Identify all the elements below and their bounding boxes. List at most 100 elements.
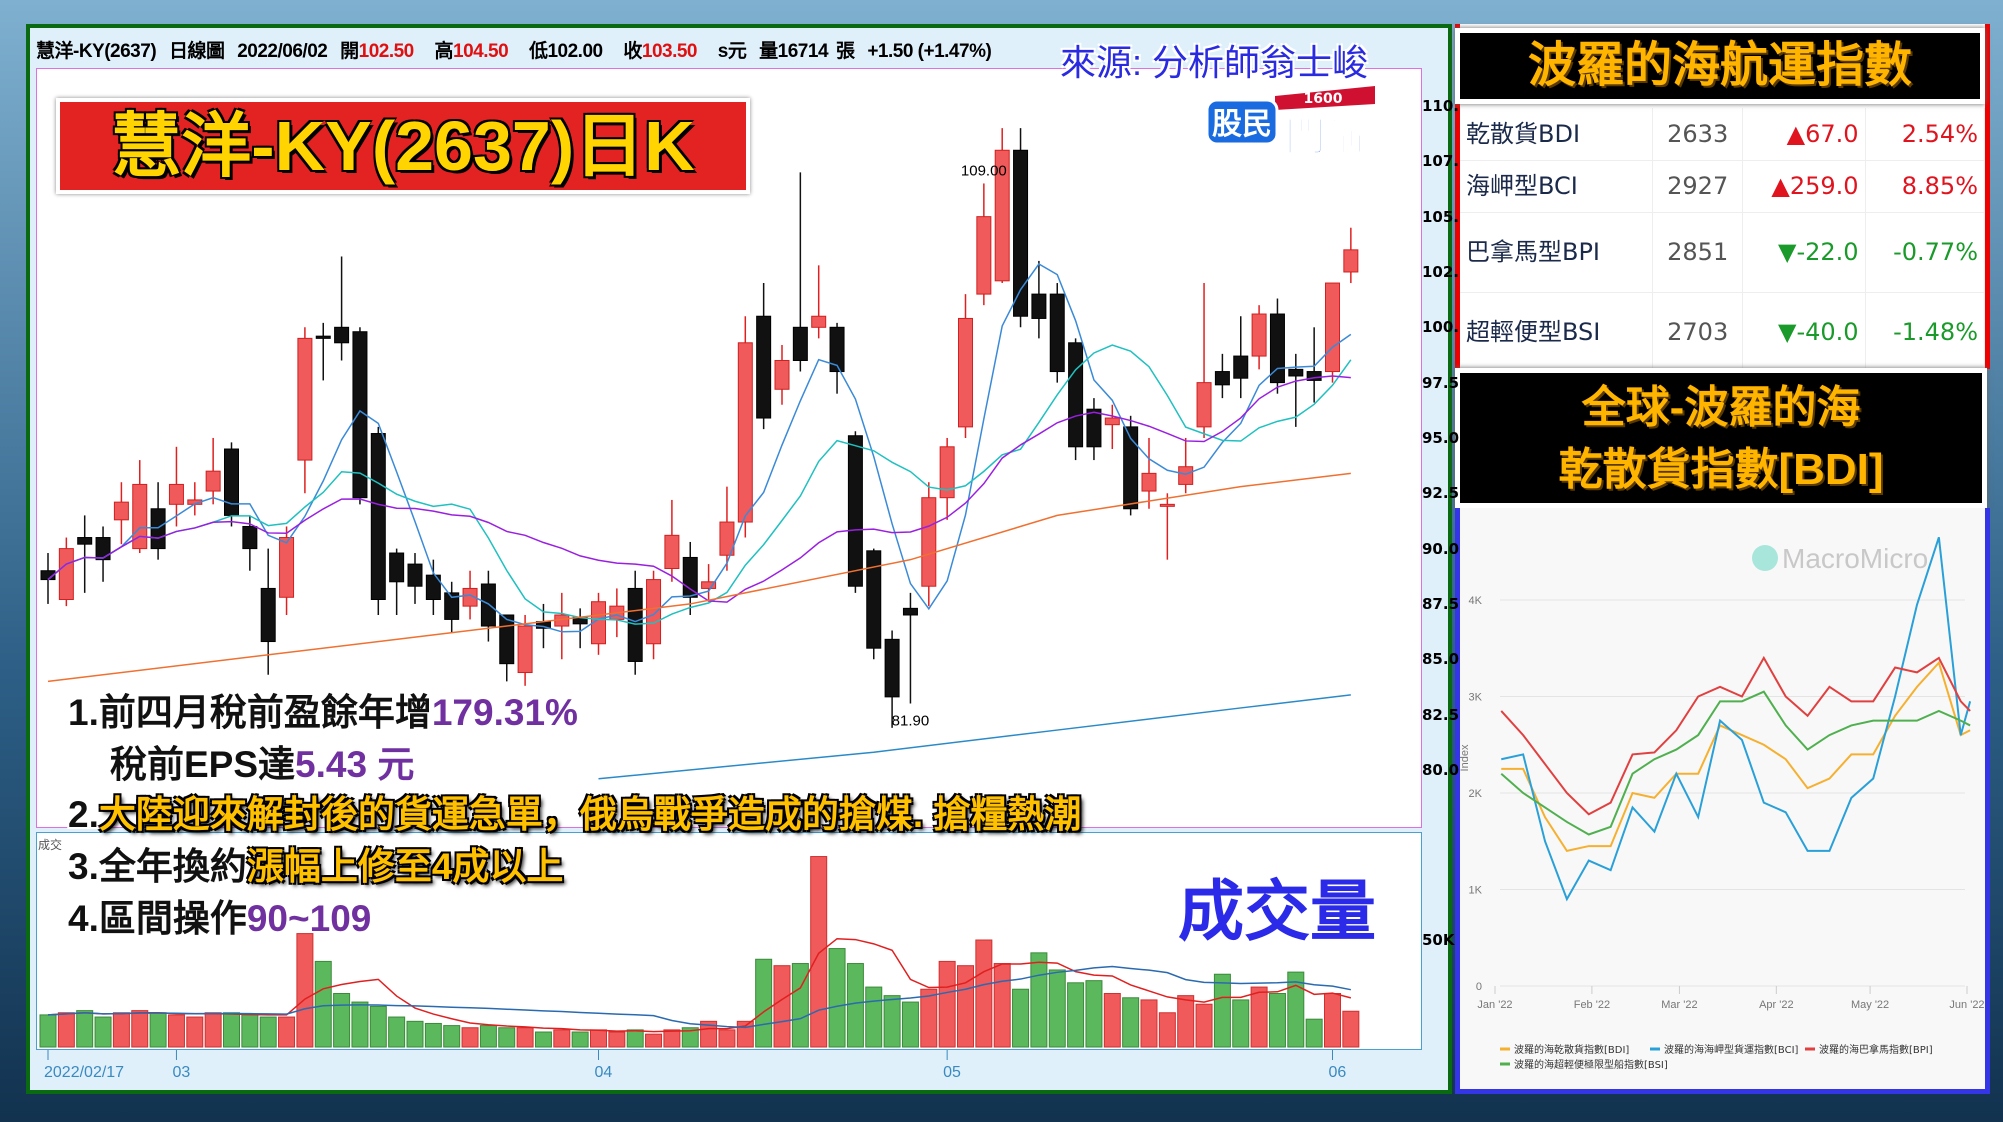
candle bbox=[1159, 503, 1175, 507]
candle bbox=[517, 625, 533, 674]
volume-bar bbox=[1122, 997, 1140, 1048]
x-tick-label: Apr '22 bbox=[1759, 999, 1794, 1011]
candle bbox=[646, 579, 662, 645]
index-percent: -1.48% bbox=[1865, 292, 1986, 373]
volume-bar bbox=[1158, 1012, 1176, 1048]
candle bbox=[95, 537, 111, 561]
candle bbox=[297, 337, 313, 461]
candle bbox=[1086, 408, 1102, 448]
volume-bar bbox=[1232, 999, 1250, 1048]
candle bbox=[847, 435, 863, 587]
bdi-chart-panel: MacroMicro 0 1K 2K 3K 4K Index Jan '22 Feb '22 Ma… bbox=[1455, 508, 1990, 1094]
volume-bar bbox=[681, 1027, 699, 1048]
y-tick-label: 102. bbox=[1422, 262, 1460, 281]
show-logo: 1600 股民 開講 bbox=[1205, 86, 1375, 160]
candle bbox=[1104, 417, 1120, 426]
period-selector[interactable]: 日線圖 bbox=[168, 41, 225, 62]
triangle-up-icon: ▲ bbox=[1786, 119, 1806, 148]
bdi-title: 全球-波羅的海 乾散貨指數[BDI] bbox=[1455, 368, 1987, 508]
change-value: +1.50 (+1.47%) bbox=[867, 41, 992, 62]
candle bbox=[1068, 342, 1084, 448]
candle bbox=[370, 433, 386, 600]
volume-bar bbox=[1012, 988, 1030, 1048]
volume-bar bbox=[443, 1025, 461, 1048]
sma10-line bbox=[47, 344, 1352, 625]
volume-bar bbox=[1305, 1018, 1323, 1048]
candle bbox=[1325, 282, 1340, 373]
volume-bar bbox=[461, 1027, 479, 1048]
stock-name: 慧洋-KY(2637) bbox=[36, 41, 157, 62]
volume-tick-label: 50K bbox=[1422, 931, 1455, 949]
macromicro-logo-icon bbox=[1752, 545, 1778, 571]
candle bbox=[902, 607, 918, 616]
y-tick-label: 4K bbox=[1469, 595, 1483, 607]
y-tick-label: 100. bbox=[1422, 318, 1460, 337]
svg-text:股民: 股民 bbox=[1212, 107, 1272, 142]
candle bbox=[407, 563, 423, 587]
index-value: 2633 bbox=[1652, 108, 1744, 161]
sma60-line bbox=[47, 472, 1351, 683]
volume-bar bbox=[1250, 986, 1268, 1048]
x-tick-label: Jan '22 bbox=[1477, 999, 1512, 1011]
volume-ma20-line bbox=[47, 965, 1351, 1029]
triangle-up-icon: ▲ bbox=[1771, 172, 1790, 200]
volume-title: 成交量 bbox=[1178, 874, 1376, 948]
series-line bbox=[1501, 660, 1971, 853]
volume-bar bbox=[975, 939, 993, 1048]
volume-bar bbox=[369, 1005, 387, 1048]
volume-bar bbox=[773, 965, 791, 1048]
y-tick-label: 1K bbox=[1469, 885, 1483, 897]
volume-bar bbox=[39, 1014, 57, 1048]
volume-bar bbox=[755, 958, 773, 1048]
series-line bbox=[1500, 690, 1971, 836]
x-tick-label: Feb '22 bbox=[1574, 999, 1610, 1011]
shipping-index-table: 乾散貨BDI 2633 ▲67.0 2.54% 海岬型BCI 2927 ▲259.0 8.85… bbox=[1460, 108, 1986, 373]
candle bbox=[939, 446, 955, 499]
candle bbox=[425, 574, 441, 600]
candle bbox=[1123, 426, 1139, 510]
volume-bar bbox=[498, 1027, 516, 1048]
candle bbox=[976, 216, 992, 295]
close-value: 103.50 bbox=[641, 41, 698, 62]
candle bbox=[884, 638, 900, 698]
volume-bar bbox=[223, 1012, 240, 1048]
y-tick-label: 107. bbox=[1422, 152, 1460, 171]
volume-bar bbox=[1085, 980, 1103, 1048]
volume-bar bbox=[901, 1001, 919, 1048]
candle bbox=[113, 501, 129, 521]
volume-bar bbox=[1030, 952, 1048, 1048]
y-tick-label: 80.0 bbox=[1422, 760, 1460, 779]
index-value: 2927 bbox=[1652, 160, 1744, 213]
chart-title: 慧洋-KY(2637)日K bbox=[56, 98, 750, 194]
candle bbox=[58, 548, 74, 600]
y-tick-label: 90.0 bbox=[1422, 539, 1460, 558]
price-chart-area bbox=[36, 68, 1422, 828]
candle bbox=[352, 331, 368, 499]
volume-bar bbox=[204, 1012, 222, 1048]
volume-bar bbox=[388, 1016, 406, 1048]
candle bbox=[205, 470, 221, 492]
candle bbox=[811, 315, 827, 328]
candle bbox=[756, 315, 772, 419]
x-tick-label: 03 bbox=[172, 1064, 191, 1081]
y-tick-label: 85.0 bbox=[1422, 650, 1460, 669]
volume-bar bbox=[700, 1020, 718, 1048]
volume-bar bbox=[94, 1016, 112, 1048]
shipping-row: 巴拿馬型BPI 2851 ▼-22.0 -0.77% bbox=[1460, 212, 1986, 293]
volume-bar bbox=[957, 965, 974, 1048]
candle bbox=[224, 448, 239, 516]
candle bbox=[279, 537, 295, 598]
legend-label: 波羅的海海岬型貨運指數[BCI] bbox=[1664, 1043, 1799, 1056]
index-name: 超輕便型BSI bbox=[1460, 292, 1653, 373]
candle bbox=[1031, 293, 1047, 319]
y-tick-label: 87.5 bbox=[1422, 594, 1460, 613]
index-name: 乾散貨BDI bbox=[1460, 108, 1653, 161]
index-percent: 8.85% bbox=[1865, 160, 1986, 213]
legend-label: 波羅的海超輕便極限型船指數[BSI] bbox=[1514, 1058, 1668, 1071]
candle bbox=[994, 149, 1010, 282]
volume-bar bbox=[186, 1016, 204, 1048]
high-price-label: 109.00 bbox=[961, 162, 1007, 179]
open-value: 102.50 bbox=[358, 41, 415, 62]
volume-bar bbox=[645, 1033, 663, 1048]
